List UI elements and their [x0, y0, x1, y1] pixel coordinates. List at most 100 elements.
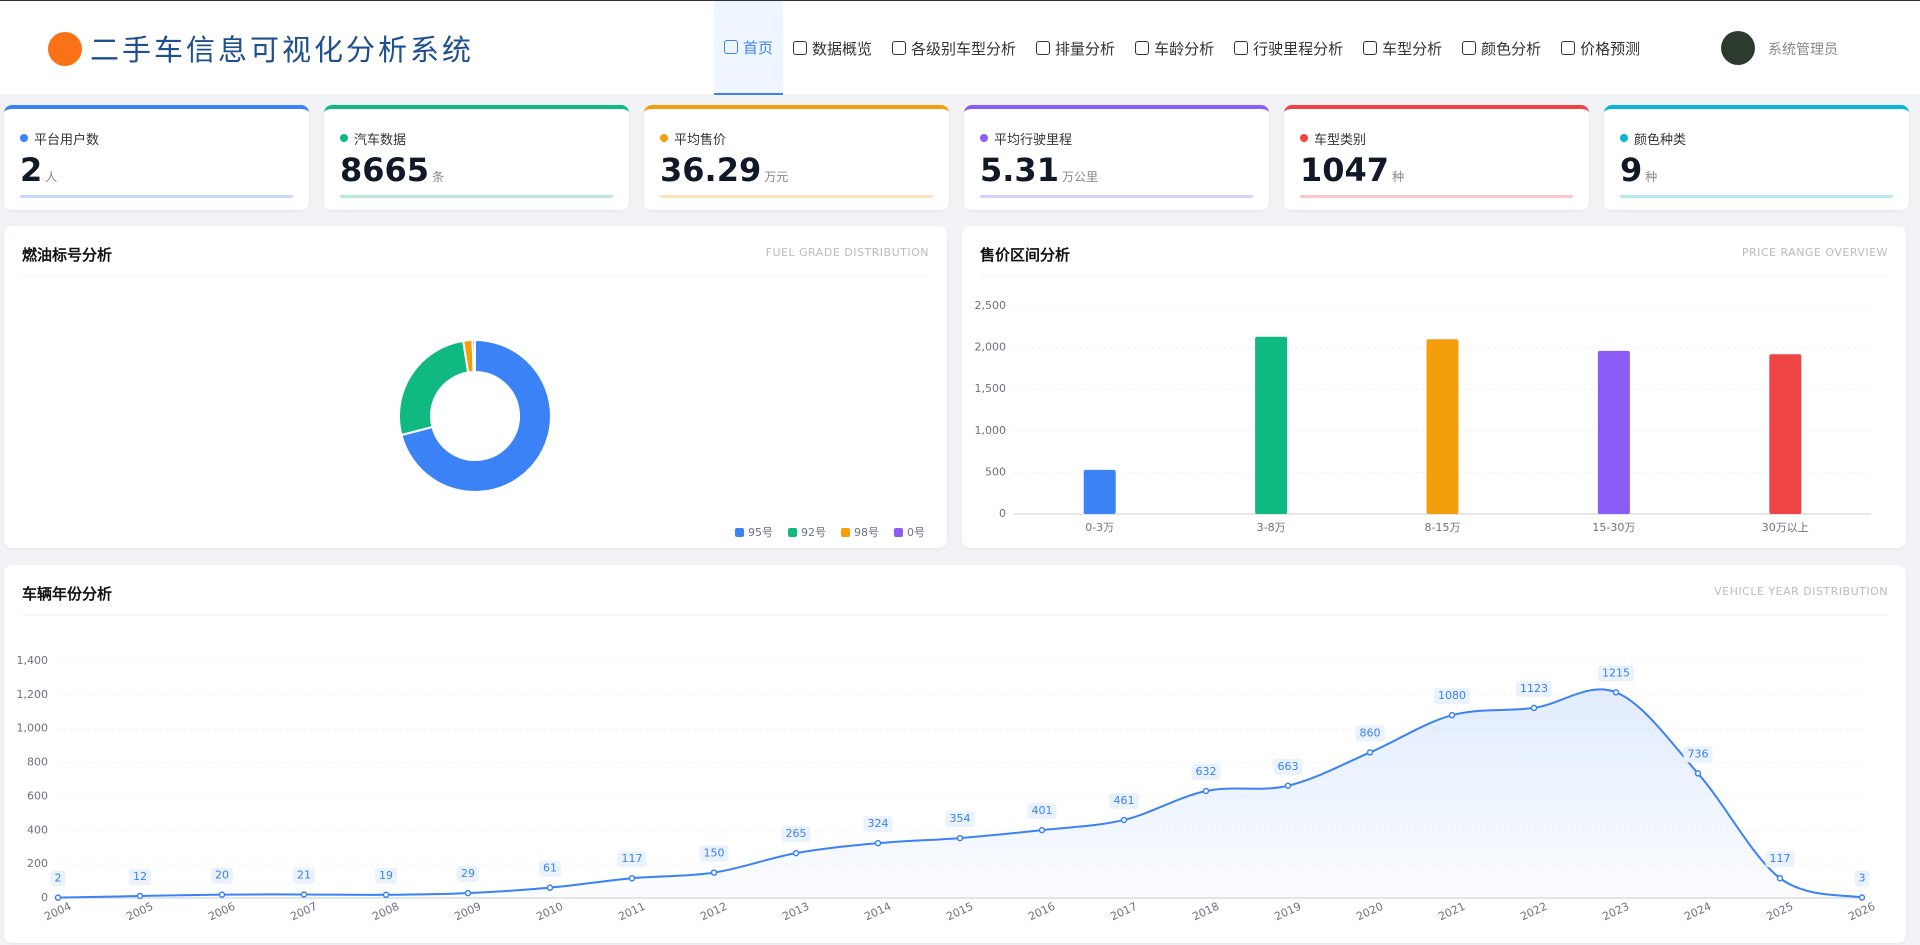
label-bg	[699, 845, 729, 862]
point	[1202, 787, 1210, 795]
y-tick-label: 600	[27, 789, 48, 802]
x-tick-label: 2019	[1272, 900, 1303, 924]
label-bg	[617, 851, 647, 868]
nav-item[interactable]: 各级别车型分析	[882, 1, 1026, 95]
data-label: 61	[543, 862, 557, 875]
label-bg	[1854, 870, 1870, 887]
nav-item[interactable]: 价格预测	[1551, 1, 1650, 95]
user-menu[interactable]: 系统管理员	[1768, 42, 1838, 58]
x-tick-label: 2023	[1600, 900, 1631, 924]
nav-icon	[724, 40, 738, 54]
label-bg	[1027, 803, 1057, 820]
nav-item[interactable]: 行驶里程分析	[1224, 1, 1353, 95]
x-tick-label: 30万以上	[1762, 521, 1809, 534]
data-label: 265	[786, 827, 807, 840]
nav-icon	[892, 41, 907, 55]
data-label: 20	[215, 869, 229, 882]
legend-label: 98号	[854, 526, 879, 539]
label-bg	[293, 867, 315, 884]
label-bg	[539, 860, 561, 877]
label-bg	[1355, 725, 1385, 742]
y-tick-label: 800	[27, 756, 48, 769]
panel: 95号 92号 98号 0号 燃油标号分析 FUEL GRADE DISTRIBUTI…	[4, 226, 947, 548]
point	[136, 892, 144, 900]
nav-item[interactable]: 颜色分析	[1452, 1, 1551, 95]
x-tick-label: 8-15万	[1425, 521, 1461, 534]
data-label: 19	[379, 869, 393, 882]
x-tick-label: 2026	[1846, 900, 1877, 924]
label-bg	[129, 868, 151, 885]
x-tick-label: 2009	[452, 900, 483, 924]
label-bg	[211, 867, 233, 884]
x-tick-label: 2017	[1108, 900, 1139, 924]
x-tick-label: 2022	[1518, 900, 1549, 924]
point	[1530, 704, 1538, 712]
pie-slice	[398, 339, 470, 437]
app-title: 二手车信息可视化分析系统	[90, 33, 475, 67]
data-label: 3	[1859, 871, 1866, 884]
stat-number: 9	[1620, 151, 1643, 189]
y-tick-label: 1,000	[17, 722, 49, 735]
x-tick-label: 2018	[1190, 900, 1221, 924]
stat-card: 汽车数据 8665 条	[324, 105, 629, 210]
data-label: 1080	[1438, 689, 1466, 702]
data-label: 29	[461, 867, 475, 880]
label-bg	[781, 826, 811, 843]
stat-label: 平均行驶里程	[994, 133, 1073, 148]
point	[218, 891, 226, 898]
panel-subtitle: FUEL GRADE DISTRIBUTION	[765, 246, 929, 259]
point	[956, 834, 964, 842]
nav-label: 各级别车型分析	[911, 39, 1017, 58]
nav-item[interactable]: 车型分析	[1353, 1, 1452, 95]
stat-bar	[1620, 195, 1893, 198]
nav-item[interactable]: 车龄分析	[1125, 1, 1224, 95]
panel-subtitle: VEHICLE YEAR DISTRIBUTION	[1714, 585, 1888, 598]
stat-label: 汽车数据	[354, 133, 407, 148]
stat-value: 1047 种	[1300, 151, 1404, 189]
chart: 95号 92号 98号 0号	[22, 275, 929, 539]
y-tick-label: 500	[985, 465, 1006, 478]
nav-label: 数据概览	[812, 39, 873, 58]
nav-item[interactable]: 数据概览	[783, 1, 882, 95]
label-bg	[1109, 792, 1139, 809]
label-bg	[1683, 746, 1713, 763]
point	[54, 894, 62, 901]
stat-number: 36.29	[660, 151, 762, 189]
point	[1366, 749, 1374, 756]
point	[1448, 711, 1456, 719]
legend-swatch	[788, 528, 797, 537]
x-tick-label: 2025	[1764, 900, 1795, 924]
point	[792, 849, 800, 857]
stat-card: 平均行驶里程 5.31 万公里	[964, 105, 1269, 210]
panel: 0 500 1,000 1,500 2,000 2,500 0-3万 3-8万 8-15万 15-…	[962, 226, 1906, 548]
y-tick-label: 0	[999, 507, 1006, 520]
legend-label: 95号	[748, 526, 773, 539]
label-bg	[1598, 665, 1634, 682]
legend-swatch	[735, 528, 744, 537]
bar	[1597, 350, 1630, 514]
stat-dot	[1620, 134, 1628, 142]
stat-bar	[20, 195, 293, 198]
stat-dot	[980, 134, 988, 142]
stat-dot	[340, 134, 348, 142]
panel-title: 车辆年份分析	[22, 585, 113, 603]
x-tick-label: 2006	[206, 900, 237, 924]
stat-unit: 种	[1645, 170, 1658, 184]
data-label: 117	[1770, 852, 1791, 865]
stat-card: 平均售价 36.29 万元	[644, 105, 949, 210]
nav-item[interactable]: 首页	[714, 1, 784, 95]
nav-icon	[1462, 41, 1477, 55]
pie-slice	[471, 338, 476, 374]
point	[382, 891, 390, 899]
x-tick-label: 2021	[1436, 900, 1467, 924]
x-tick-label: 2011	[616, 900, 647, 924]
nav-item[interactable]: 排量分析	[1026, 1, 1125, 95]
y-tick-label: 1,400	[17, 654, 49, 667]
data-label: 2	[55, 872, 62, 885]
point	[546, 884, 554, 891]
data-label: 12	[133, 870, 147, 883]
bar	[1083, 469, 1116, 514]
nav-icon	[1363, 41, 1378, 55]
